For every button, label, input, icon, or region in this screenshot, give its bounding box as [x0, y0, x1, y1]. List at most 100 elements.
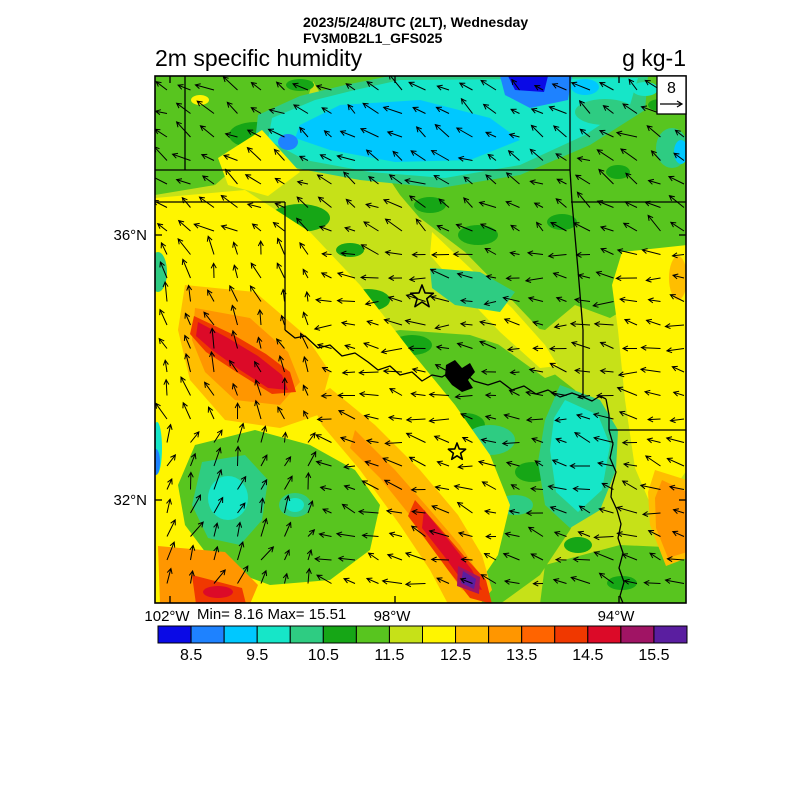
wind-arrow-icon: [577, 393, 591, 400]
wind-arrow-icon: [159, 308, 168, 326]
wind-arrow-icon: [302, 355, 309, 373]
wind-arrow-icon: [647, 297, 661, 304]
wind-arrow-icon: [672, 508, 685, 514]
wind-arrow-icon: [617, 371, 638, 378]
wind-arrow-icon: [434, 123, 450, 138]
lat-label: 32°N: [113, 492, 147, 509]
wind-arrow-icon: [340, 320, 356, 327]
wind-arrow-icon: [459, 321, 473, 328]
wind-arrow-icon: [362, 342, 379, 349]
wind-arrow-icon: [302, 311, 309, 326]
wind-arrow-icon: [160, 241, 168, 255]
humidity-region: [191, 95, 209, 105]
wind-arrow-icon: [230, 304, 238, 326]
wind-arrow-icon: [429, 268, 450, 279]
wind-arrow-icon: [307, 450, 317, 467]
wind-reference-frame: [656, 75, 687, 115]
wind-arrow-icon: [158, 337, 168, 349]
wind-arrow-icon: [319, 485, 332, 492]
wind-arrow-icon: [307, 529, 316, 537]
humidity-region: [547, 214, 577, 230]
wind-arrow-icon: [615, 275, 638, 282]
colorbar-segment: [521, 625, 556, 644]
wind-arrow-icon: [361, 480, 379, 490]
wind-arrow-icon: [284, 475, 293, 490]
wind-arrow-icon: [647, 214, 661, 232]
city-star-markers: [409, 284, 467, 461]
wind-arrow-icon: [316, 343, 332, 349]
wind-arrow-icon: [666, 457, 685, 467]
wind-vector-field: [155, 76, 685, 588]
wind-arrow-icon: [343, 171, 356, 185]
wind-arrow-icon: [529, 148, 544, 161]
wind-arrow-icon: [295, 217, 309, 232]
map-frame: [154, 75, 687, 604]
wind-arrow-icon: [392, 150, 403, 161]
wind-arrow-icon: [525, 390, 544, 397]
wind-reference-value: 8: [667, 80, 676, 97]
header-datetime: 2023/5/24/8UTC (2LT), Wednesday: [303, 14, 528, 30]
wind-arrow-icon: [404, 581, 426, 588]
wind-arrow-icon: [305, 567, 312, 584]
colorbar-tick-label: 15.5: [638, 647, 669, 664]
wind-arrow-icon: [511, 78, 520, 91]
wind-arrow-icon: [530, 124, 544, 138]
wind-arrow-icon: [459, 577, 473, 584]
wind-arrow-icon: [166, 567, 173, 584]
wind-arrow-icon: [599, 225, 614, 232]
wind-arrow-icon: [483, 508, 497, 515]
wind-arrow-icon: [345, 83, 356, 91]
wind-arrow-icon: [339, 130, 356, 138]
wind-arrow-icon: [667, 175, 685, 185]
wind-arrow-icon: [343, 484, 356, 491]
wind-arrow-icon: [384, 440, 403, 447]
wind-arrow-icon: [316, 416, 332, 423]
lon-label: 102°W: [144, 608, 190, 625]
wind-arrow-icon: [555, 437, 567, 444]
wind-arrow-icon: [505, 275, 520, 282]
wind-arrow-icon: [455, 223, 473, 232]
wind-arrow-icon: [480, 437, 497, 444]
wind-arrow-icon: [509, 369, 520, 376]
wind-arrow-icon: [485, 131, 497, 138]
wind-arrow-icon: [177, 84, 191, 91]
wind-arrow-icon: [639, 366, 661, 373]
wind-arrow-icon: [596, 149, 614, 161]
wind-arrow-icon: [550, 390, 567, 397]
wind-arrow-icon: [619, 296, 638, 303]
wind-arrow-icon: [278, 354, 285, 373]
colorbar-segment: [422, 625, 457, 644]
wind-arrow-icon: [644, 200, 661, 208]
wind-arrow-icon: [224, 168, 238, 185]
wind-arrow-icon: [363, 221, 379, 232]
wind-arrow-icon: [316, 174, 332, 185]
wind-arrow-icon: [534, 460, 544, 467]
wind-arrow-icon: [504, 531, 520, 538]
wind-arrow-icon: [547, 252, 567, 259]
wind-arrow-icon: [555, 198, 567, 208]
wind-arrow-icon: [335, 531, 356, 538]
wind-arrow-icon: [671, 365, 685, 373]
wind-arrow-icon: [387, 295, 403, 302]
wind-arrow-icon: [553, 323, 567, 330]
wind-arrow-icon: [281, 377, 288, 396]
humidity-region: [422, 510, 482, 590]
wind-arrow-icon: [360, 274, 379, 281]
colorbar-tick-label: 8.5: [180, 647, 202, 664]
wind-arrow-icon: [380, 348, 403, 355]
wind-arrow-icon: [510, 108, 520, 115]
wind-arrow-icon: [478, 201, 497, 208]
wind-arrow-icon: [508, 509, 520, 515]
wind-arrow-icon: [533, 84, 544, 91]
wind-arrow-icon: [254, 399, 262, 420]
wind-arrow-icon: [436, 224, 450, 232]
wind-arrow-icon: [673, 152, 685, 161]
wind-arrow-icon: [531, 437, 544, 443]
wind-arrow-icon: [166, 518, 176, 537]
wind-arrow-icon: [292, 104, 309, 114]
colorbar-tick-label: 13.5: [506, 647, 537, 664]
wind-arrow-icon: [201, 175, 215, 185]
wind-arrow-icon: [501, 440, 520, 447]
wind-arrow-icon: [411, 367, 426, 373]
wind-arrow-icon: [257, 308, 264, 326]
